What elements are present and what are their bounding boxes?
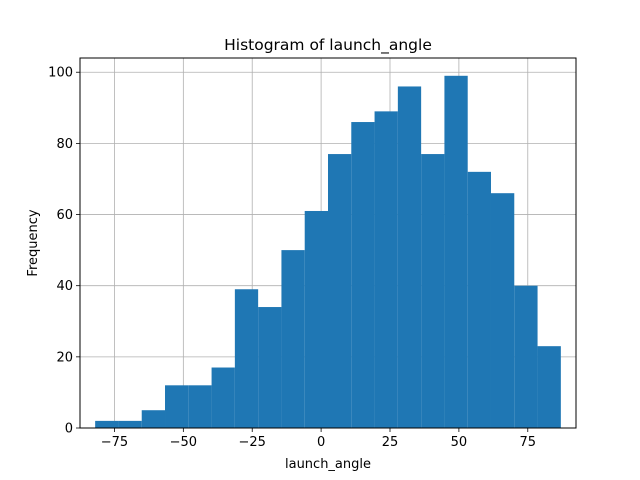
plot-frame [79,57,577,429]
x-tick-label: −25 [239,435,266,450]
histogram-bar [165,385,189,428]
histogram-bar [304,210,328,428]
x-tick-label: 75 [520,435,537,450]
histogram-bar [537,346,561,428]
x-tick-label: −50 [170,435,197,450]
histogram-bar [490,193,515,428]
y-axis-label: Frequency [26,209,41,276]
y-tick-label: 60 [56,208,73,223]
y-tick-label: 40 [56,279,73,294]
histogram-bar [467,171,491,428]
histogram-bar [141,410,166,428]
histogram-bar [211,367,235,428]
histogram-bar [234,289,259,428]
y-tick-label: 80 [56,137,73,152]
x-tick-label: 0 [317,435,325,450]
chart-title: Histogram of launch_angle [224,36,432,55]
y-tick-label: 100 [48,66,73,81]
histogram-bar [374,111,398,428]
histogram-bar [514,285,538,428]
y-tick-label: 0 [65,422,73,437]
histogram-bar [421,154,445,429]
histogram-bar [397,86,422,428]
x-axis-ticks: −75 −50 −25 0 25 50 75 [101,428,536,450]
histogram-bar [188,385,212,428]
histogram-bar [95,420,119,428]
histogram-bars [95,75,561,429]
histogram-bar [351,122,375,429]
histogram-bar [444,75,468,429]
y-tick-label: 20 [56,350,73,365]
histogram-bar [281,250,305,428]
histogram-bar [328,154,352,429]
histogram-bar [258,307,282,428]
histogram-bar [118,420,142,428]
x-tick-label: 50 [451,435,468,450]
x-tick-label: −75 [101,435,128,450]
x-tick-label: 25 [382,435,399,450]
x-axis-label: launch_angle [285,457,371,472]
y-axis-ticks: 0 20 40 60 80 100 [48,66,80,437]
